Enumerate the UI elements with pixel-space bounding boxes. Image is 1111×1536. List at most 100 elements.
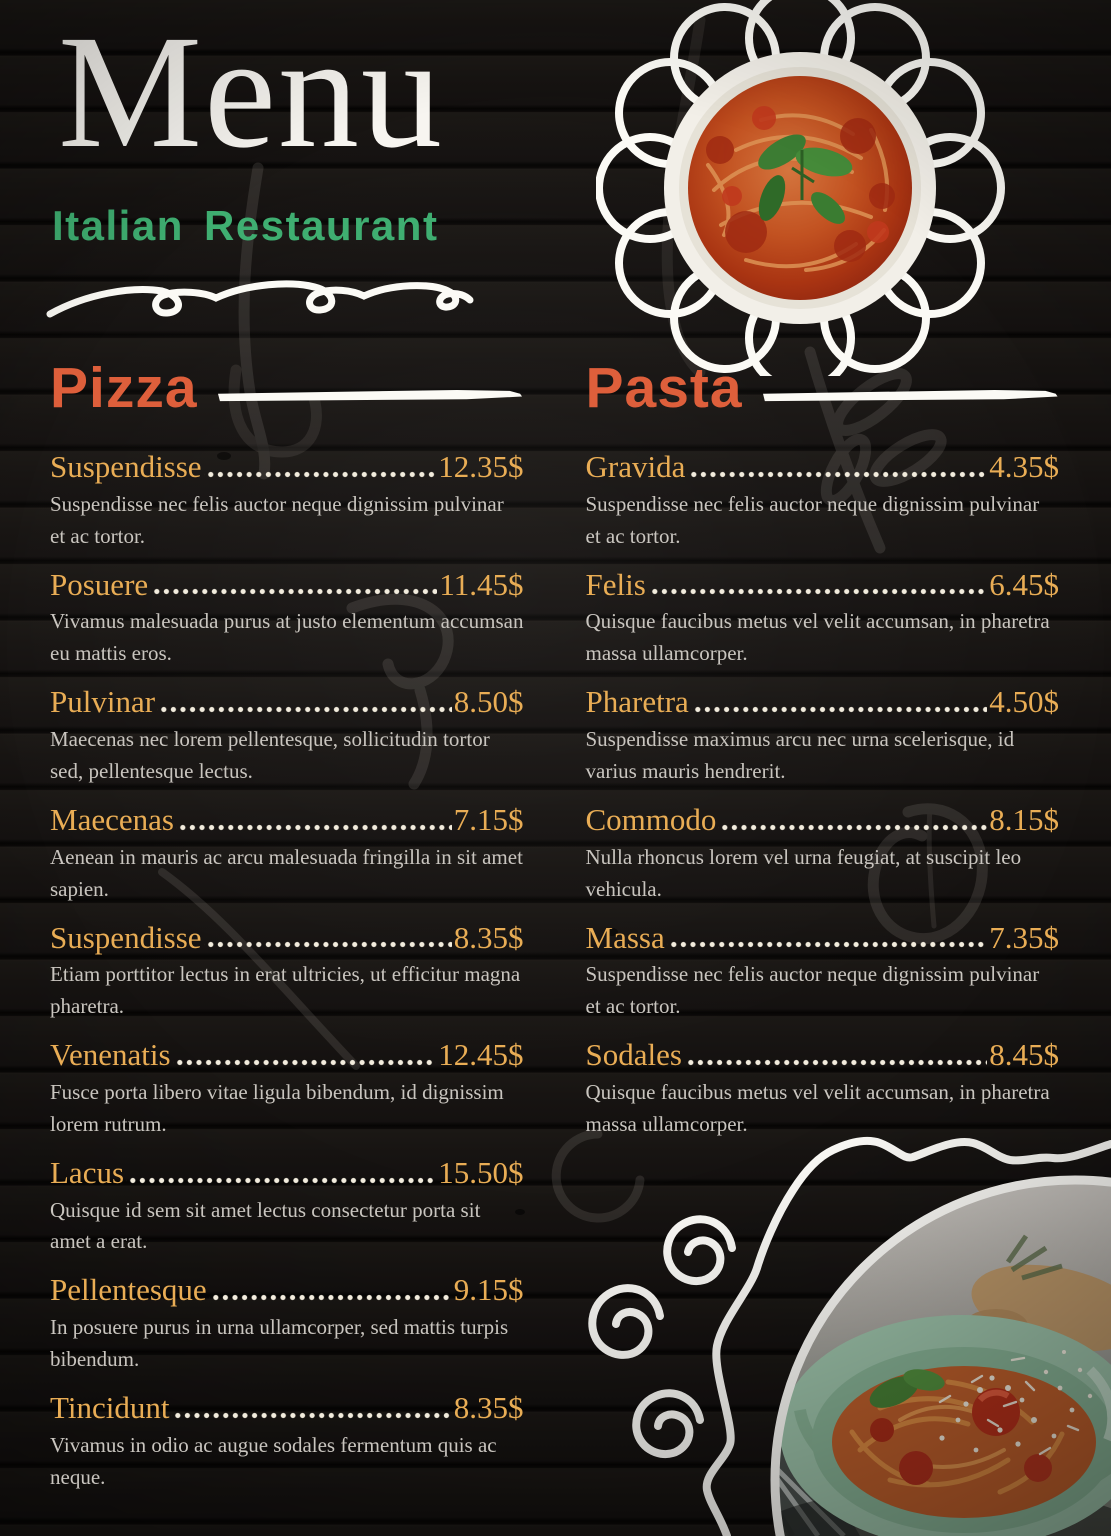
item-row: Massa 7.35$	[585, 919, 1059, 957]
chalk-wave-divider-icon	[46, 280, 474, 318]
item-row: Posuere 11.45$	[50, 566, 524, 604]
dotted-leader	[172, 1045, 437, 1074]
item-price: 7.15$	[453, 801, 524, 837]
menu-item: Posuere 11.45$ Vivamus malesuada purus at …	[50, 566, 524, 671]
item-name: Tincidunt	[50, 1390, 170, 1425]
item-name: Gravida	[585, 449, 686, 484]
section-title: Pasta	[585, 355, 743, 420]
dotted-leader	[690, 693, 988, 722]
item-description: Suspendisse maximus arcu nec urna sceler…	[585, 727, 1015, 783]
menu-section-pasta: Pasta Gravida 4.35$ Suspendisse nec felis a…	[586, 352, 1060, 1507]
item-description: Maecenas nec lorem pellentesque, sollici…	[50, 727, 490, 783]
item-price: 8.50$	[453, 684, 524, 720]
item-row: Pharetra 4.50$	[585, 683, 1059, 722]
menu-item: Suspendisse 12.35$ Suspendisse nec felis a…	[50, 448, 524, 553]
item-row: Maecenas 7.15$	[50, 801, 524, 839]
item-price: 4.35$	[989, 449, 1059, 484]
item-price: 4.50$	[989, 684, 1059, 720]
dotted-leader	[687, 457, 988, 486]
item-name: Pulvinar	[50, 684, 156, 720]
item-description: Quisque faucibus metus vel velit accumsa…	[585, 609, 1050, 666]
item-row: Suspendisse 8.35$	[50, 919, 524, 957]
menu-item: Pellentesque 9.15$ In posuere purus in urn…	[50, 1271, 524, 1376]
menu-item: Lacus 15.50$ Quisque id sem sit amet lectu…	[50, 1154, 524, 1259]
item-description: Suspendisse nec felis auctor neque digni…	[585, 491, 1040, 548]
photo-circle-frame-icon	[770, 1175, 1111, 1536]
item-description: In posuere purus in urna ullamcorper, se…	[50, 1315, 509, 1372]
item-price: 12.45$	[438, 1037, 524, 1073]
menu-item: Massa 7.35$ Suspendisse nec felis auctor n…	[586, 919, 1060, 1024]
item-description: Vivamus in odio ac augue sodales ferment…	[50, 1432, 497, 1489]
dotted-leader	[126, 1163, 437, 1192]
item-name: Sodales	[585, 1037, 682, 1073]
dotted-leader	[666, 928, 988, 957]
page-subtitle: Italian Restaurant	[52, 202, 439, 249]
spaghetti-dish-photo	[595, 0, 1008, 393]
item-price: 9.15$	[453, 1272, 524, 1308]
item-row: Felis 6.45$	[585, 566, 1059, 604]
section-header: Pizza	[50, 352, 524, 424]
item-row: Gravida 4.35$	[585, 448, 1059, 486]
menu-section-pizza: Pizza Suspendisse 12.35$ Suspendisse nec fe…	[50, 352, 524, 1507]
item-description: Quisque id sem sit amet lectus consectet…	[50, 1197, 481, 1254]
item-price: 11.45$	[439, 566, 524, 602]
item-price: 8.15$	[989, 801, 1059, 837]
item-description: Quisque faucibus metus vel velit accumsa…	[585, 1079, 1050, 1136]
dotted-leader	[157, 693, 452, 722]
item-price: 15.50$	[438, 1154, 524, 1190]
dotted-leader	[203, 928, 452, 957]
item-price: 12.35$	[438, 449, 524, 484]
item-description: Suspendisse nec felis auctor neque digni…	[585, 962, 1040, 1019]
chalk-spirals-icon	[588, 1215, 736, 1459]
dotted-leader	[683, 1045, 988, 1074]
item-name: Lacus	[50, 1154, 125, 1190]
item-name: Felis	[585, 566, 646, 602]
menu-item: Pulvinar 8.50$ Maecenas nec lorem pellente…	[50, 683, 524, 788]
chalk-underline-icon	[762, 389, 1058, 401]
item-name: Pellentesque	[50, 1272, 207, 1308]
item-price: 8.35$	[453, 919, 524, 955]
item-name: Venenatis	[50, 1037, 171, 1073]
item-row: Sodales 8.45$	[585, 1036, 1059, 1074]
item-row: Pellentesque 9.15$	[50, 1271, 524, 1310]
menu-item: Pharetra 4.50$ Suspendisse maximus arcu ne…	[586, 683, 1060, 788]
item-price: 8.35$	[453, 1390, 524, 1425]
item-price: 7.35$	[989, 919, 1059, 955]
item-name: Suspendisse	[50, 919, 202, 955]
item-price: 8.45$	[989, 1037, 1059, 1073]
item-row: Pulvinar 8.50$	[50, 683, 524, 722]
basil-leaves-icon	[758, 134, 853, 224]
dotted-leader	[171, 1398, 452, 1427]
pasta-dish-photo	[560, 1120, 1111, 1536]
item-name: Massa	[585, 919, 665, 955]
item-description: Etiam porttitor lectus in erat ultricies…	[50, 962, 521, 1019]
item-description: Nulla rhoncus lorem vel urna feugiat, at…	[585, 844, 1022, 901]
dotted-leader	[647, 575, 988, 604]
dotted-leader	[175, 810, 452, 839]
item-name: Pharetra	[585, 684, 689, 720]
menu-item: Gravida 4.35$ Suspendisse nec felis auctor…	[586, 448, 1060, 553]
menu-item: Sodales 8.45$ Quisque faucibus metus vel v…	[586, 1036, 1060, 1141]
item-name: Suspendisse	[50, 449, 202, 484]
menu-columns: Pizza Suspendisse 12.35$ Suspendisse nec fe…	[50, 352, 1059, 1507]
item-price: 6.45$	[989, 566, 1059, 602]
item-name: Posuere	[50, 566, 149, 602]
section-title: Pizza	[50, 355, 198, 420]
item-description: Suspendisse nec felis auctor neque digni…	[50, 491, 504, 548]
dotted-leader	[203, 457, 437, 486]
menu-item: Suspendisse 8.35$ Etiam porttitor lectus i…	[50, 919, 524, 1024]
item-row: Commodo 8.15$	[586, 801, 1059, 839]
item-row: Venenatis 12.45$	[50, 1036, 524, 1074]
menu-item: Maecenas 7.15$ Aenean in mauris ac arcu ma…	[50, 801, 524, 906]
dotted-leader	[208, 1281, 452, 1310]
menu-item: Venenatis 12.45$ Fusce porta libero vitae …	[50, 1036, 524, 1141]
chalk-cloud-outline-icon	[702, 1137, 1111, 1536]
item-description: Fusce porta libero vitae ligula bibendum…	[50, 1079, 504, 1136]
menu-item: Commodo 8.15$ Nulla rhoncus lorem vel urna…	[586, 801, 1060, 906]
menu-item: Tincidunt 8.35$ Vivamus in odio ac augue s…	[50, 1389, 524, 1494]
item-name: Maecenas	[50, 801, 174, 837]
item-description: Vivamus malesuada purus at justo element…	[50, 609, 524, 666]
menu-item: Felis 6.45$ Quisque faucibus metus vel vel…	[586, 566, 1060, 671]
chalk-underline-icon	[217, 389, 522, 401]
